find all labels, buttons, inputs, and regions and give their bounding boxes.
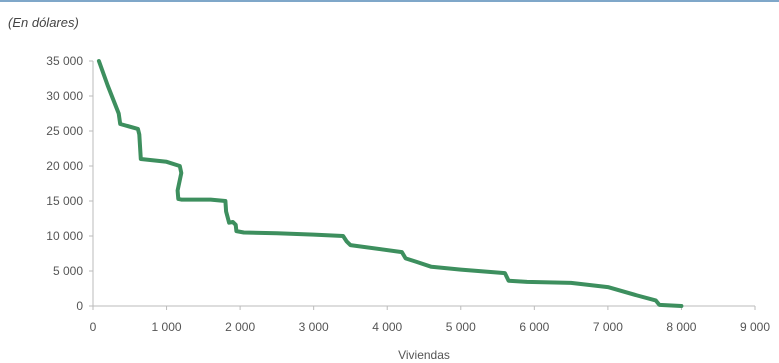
y-tick-label: 35 000	[46, 54, 83, 68]
y-tick-label: 15 000	[46, 194, 83, 208]
y-tick-label: 25 000	[46, 124, 83, 138]
x-tick-label: 5 000	[446, 320, 476, 334]
y-tick-label: 0	[76, 299, 83, 313]
x-tick-label: 4 000	[372, 320, 402, 334]
y-tick-label: 30 000	[46, 89, 83, 103]
x-tick-label: 9 000	[740, 320, 770, 334]
x-tick-label: 2 000	[225, 320, 255, 334]
series-line	[96, 59, 684, 308]
x-tick-label: 7 000	[593, 320, 623, 334]
y-tick-label: 5 000	[53, 264, 83, 278]
top-rule	[0, 0, 779, 2]
x-tick-label: 6 000	[519, 320, 549, 334]
unit-label: (En dólares)	[8, 15, 79, 30]
y-tick-label: 10 000	[46, 229, 83, 243]
x-tick-label: 3 000	[299, 320, 329, 334]
y-tick-label: 20 000	[46, 159, 83, 173]
x-axis-title: Viviendas	[398, 348, 450, 362]
x-tick-label: 0	[90, 320, 97, 334]
y-axis-ticks: 0 5 000 10 000 15 000 20 000 25 000 30 000 35 0…	[46, 54, 93, 313]
x-tick-label: 1 000	[152, 320, 182, 334]
x-axis-ticks: 0 1 000 2 000 3 000 4 000 5 000 6 000 7 000 8 00…	[90, 306, 770, 334]
x-tick-label: 8 000	[666, 320, 696, 334]
